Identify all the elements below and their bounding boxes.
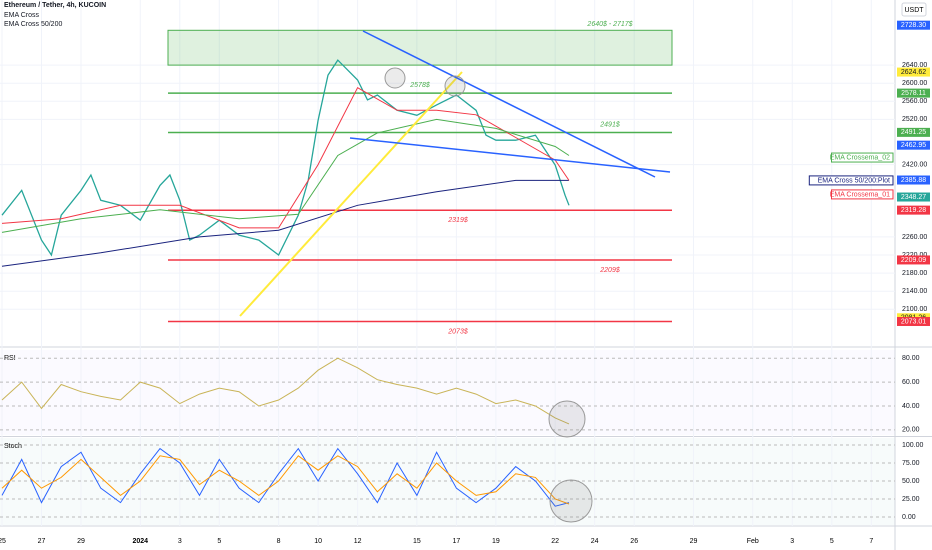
- y-tick-label: 2420.00: [902, 161, 927, 168]
- highlight: [549, 479, 593, 523]
- x-tick-label: 10: [314, 538, 322, 545]
- series-line: [1, 357, 570, 425]
- trendline: [349, 137, 671, 173]
- pane-title: RSI: [4, 355, 16, 362]
- y-tick-label: 80.00: [902, 355, 920, 362]
- price-badge: [897, 316, 930, 326]
- legend-label: EMA Cross 50/200:Plot: [818, 177, 890, 184]
- series-line: [1, 118, 570, 233]
- y-tick-label: 2560.00: [902, 98, 927, 105]
- price-badge-label: 2385.88: [901, 177, 926, 184]
- highlight: [444, 75, 466, 97]
- price-badge-label: 2462.95: [901, 142, 926, 149]
- y-tick-label: 100.00: [902, 442, 924, 449]
- price-badge-label: 2073.01: [901, 318, 926, 325]
- x-tick-label: Feb: [747, 538, 759, 545]
- x-tick-label: 15: [413, 538, 421, 545]
- x-tick-label: 19: [492, 538, 500, 545]
- price-badge: [897, 88, 930, 98]
- legend-badge: [831, 189, 894, 200]
- x-tick-label: 12: [354, 538, 362, 545]
- level-label: 2209$: [599, 267, 620, 274]
- y-tick-label: 50.00: [902, 478, 920, 485]
- y-tick-label: 2140.00: [902, 288, 927, 295]
- stoch-pane: [0, 438, 895, 525]
- series-line: [1, 59, 570, 257]
- x-tick-label: 8: [277, 538, 281, 545]
- price-badge: [897, 175, 930, 185]
- price-badge-label: 2319.28: [901, 207, 926, 214]
- x-tick-label: 7: [869, 538, 873, 545]
- y-tick-label: 2100.00: [902, 306, 927, 313]
- currency[interactable]: USDT: [904, 7, 924, 14]
- x-tick-label: 17: [452, 538, 460, 545]
- rsi-pane: [0, 350, 895, 435]
- legend-label: EMA Crossema_01: [830, 191, 890, 198]
- price-badge: [897, 255, 930, 265]
- y-tick-label: 2180.00: [902, 270, 927, 277]
- x-tick-label: 26: [630, 538, 638, 545]
- price-badge-label: 2624.62: [901, 69, 926, 76]
- symbol-title: Ethereum / Tether, 4h, KUCOIN: [4, 2, 107, 9]
- price-badge: [897, 140, 930, 150]
- level-label: 2491$: [599, 121, 620, 128]
- y-tick-label: 2640.00: [902, 62, 927, 69]
- price-badge: [897, 20, 930, 30]
- price-badge: [897, 67, 930, 77]
- series-line: [1, 87, 570, 229]
- series-line: [1, 455, 570, 505]
- x-tick-label: 3: [790, 538, 794, 545]
- x-tick-label: 22: [551, 538, 559, 545]
- price-badge-label: 2578.11: [901, 90, 926, 97]
- price-badge-label: 2728.30: [901, 22, 926, 29]
- price-badge-label: 2491.25: [901, 129, 926, 136]
- x-tick-label: 24: [591, 538, 599, 545]
- y-tick-label: 2260.00: [902, 234, 927, 241]
- trendline: [362, 30, 656, 178]
- zone-label: 2640$ - 2717$: [586, 21, 632, 28]
- series-line: [1, 447, 570, 507]
- y-tick-label: 20.00: [902, 427, 920, 434]
- y-tick-label: 25.00: [902, 496, 920, 503]
- y-tick-label: 2220.00: [902, 252, 927, 259]
- price-badge-label: 2209.09: [901, 257, 926, 264]
- x-tick-label: 5: [830, 538, 834, 545]
- legend-badge: [808, 175, 894, 186]
- x-tick-label: 29: [77, 538, 85, 545]
- y-tick-label: 40.00: [902, 403, 920, 410]
- price-badge: [897, 192, 930, 202]
- y-tick-label: 0.00: [902, 514, 916, 521]
- marks: 2640$ - 2717$ 2578$ 2491$ 2319$ 2209$ 2073$ RS…: [0, 0, 895, 526]
- level-label: 2578$: [409, 82, 430, 89]
- level-label: 2319$: [447, 217, 468, 224]
- y-tick-label: 2520.00: [902, 116, 927, 123]
- price-badge: [897, 127, 930, 137]
- price-badge: [897, 205, 930, 215]
- x-tick-label: 2024: [132, 538, 148, 545]
- indicator-name: EMA Cross 50/200: [4, 21, 63, 28]
- x-tick-label: 27: [38, 538, 46, 545]
- indicator-name: EMA Cross: [4, 12, 40, 19]
- highlight: [548, 400, 586, 438]
- x-tick-label: 3: [178, 538, 182, 545]
- pane-title: Stoch: [4, 443, 22, 450]
- x-tick-label: 25: [0, 538, 6, 545]
- x-tick-label: 29: [690, 538, 698, 545]
- y-tick-label: 60.00: [902, 379, 920, 386]
- y-tick-label: 2600.00: [902, 80, 927, 87]
- price-badge-label: 2348.27: [901, 194, 926, 201]
- level-label: 2073$: [447, 328, 468, 335]
- legend-label: EMA Crossema_02: [830, 154, 890, 161]
- legend-badge: [831, 152, 894, 163]
- currency-button[interactable]: [901, 2, 927, 17]
- trendline: [239, 71, 463, 317]
- series-line: [1, 179, 569, 267]
- y-tick-label: 75.00: [902, 460, 920, 467]
- highlight: [384, 67, 406, 89]
- x-tick-label: 5: [217, 538, 221, 545]
